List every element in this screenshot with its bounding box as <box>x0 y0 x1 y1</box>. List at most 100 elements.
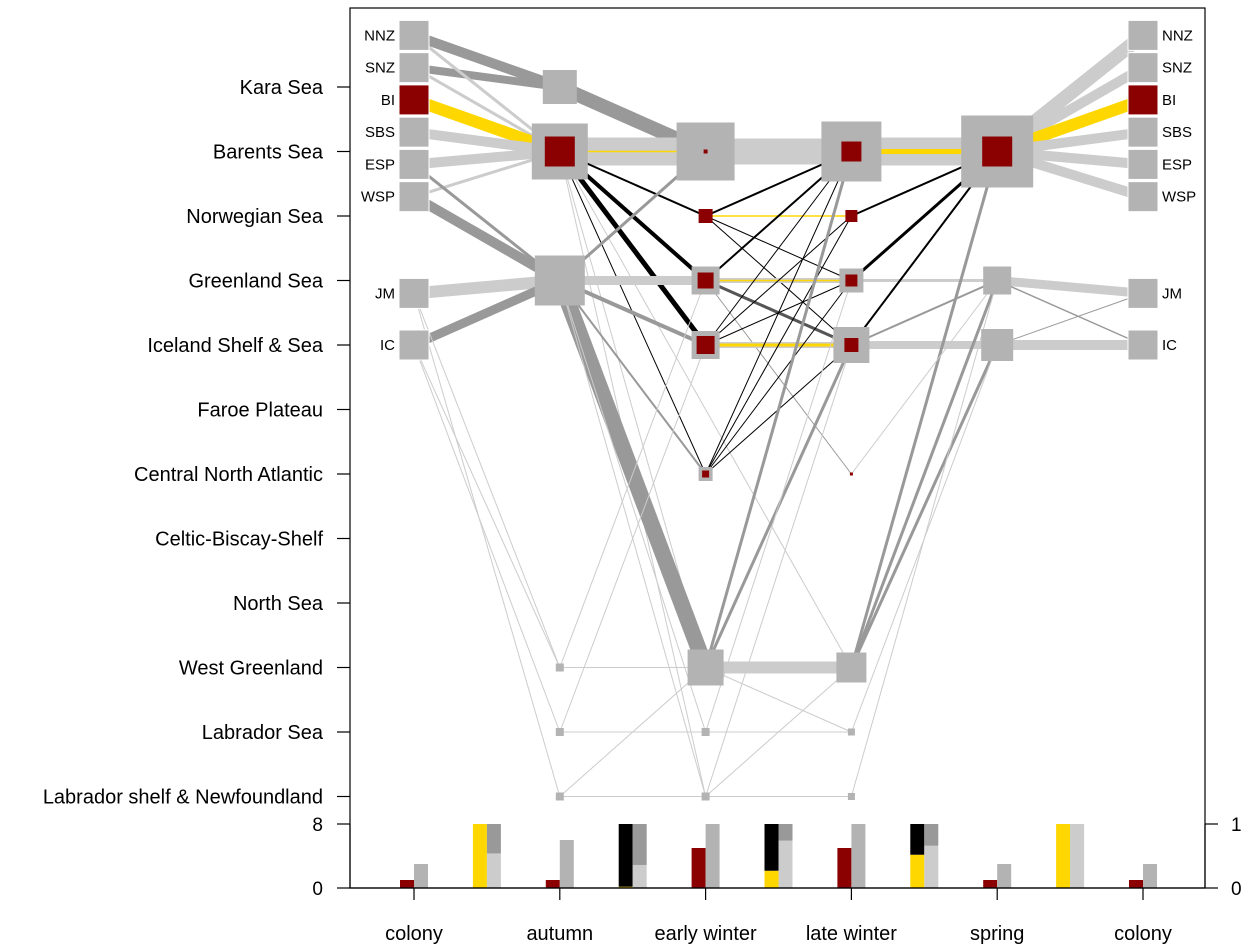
prop-bar-yellow <box>910 854 925 888</box>
bar-tick-label-right: 0 <box>1231 879 1242 900</box>
prop-bar-light <box>778 840 793 888</box>
node <box>534 255 585 306</box>
colony-marker <box>1127 19 1159 51</box>
node <box>847 793 855 800</box>
node-highlight <box>697 272 714 289</box>
colony-marker <box>1127 277 1159 309</box>
node <box>555 663 564 672</box>
count-bar-highlight <box>400 880 414 888</box>
colony-label: BI <box>381 92 395 109</box>
prop-bar-black <box>618 824 633 887</box>
flow-link <box>849 151 999 668</box>
colony-label: SNZ <box>365 60 395 77</box>
region-label: Labrador shelf & Newfoundland <box>43 787 323 809</box>
count-bar-highlight <box>1129 880 1143 888</box>
prop-bar-light <box>924 845 939 888</box>
node <box>555 728 564 736</box>
region-label: Faroe Plateau <box>197 400 323 422</box>
region-label: West Greenland <box>179 658 323 680</box>
colony-label: SBS <box>1162 124 1192 141</box>
count-bar-highlight <box>545 880 560 888</box>
flow-link <box>704 151 853 668</box>
prop-bar-dark <box>778 824 793 841</box>
count-bar-total <box>414 864 428 888</box>
flow-nodes <box>531 70 1034 801</box>
flow-link <box>705 280 852 733</box>
count-bar-total <box>997 864 1012 888</box>
flow-link <box>559 280 707 668</box>
colony-label: WSP <box>1162 189 1196 206</box>
colony-label: WSP <box>361 189 395 206</box>
season-label: late winter <box>806 923 897 945</box>
colony-label: BI <box>1162 92 1176 109</box>
colony-marker <box>398 84 430 116</box>
region-label: Barents Sea <box>213 142 324 164</box>
colony-label: NNZ <box>364 27 395 44</box>
node-highlight <box>544 136 575 167</box>
flow-link <box>413 344 561 733</box>
prop-bar-yellow <box>618 886 633 888</box>
prop-bar-yellow <box>472 824 487 888</box>
colony-label: ESP <box>1162 156 1192 173</box>
flow-link <box>705 667 852 797</box>
count-bar-total <box>851 824 866 888</box>
colony-label: JM <box>1162 285 1182 302</box>
colony-label: ESP <box>365 156 395 173</box>
prop-bar-black <box>910 824 925 855</box>
flow-link <box>705 151 852 346</box>
flow-link <box>413 293 561 797</box>
region-label: Norwegian Sea <box>186 206 324 228</box>
prop-bar-dark <box>486 824 501 854</box>
colony-marker <box>398 116 430 148</box>
node <box>701 728 710 736</box>
flow-link <box>849 279 999 669</box>
colony-markers: NNZ SNZ BI SBS ESP WSP JM IC NNZ SNZ BI SBS ESP WSP JM… <box>361 19 1196 361</box>
count-bar-total <box>559 840 574 888</box>
region-label: Labrador Sea <box>202 722 324 744</box>
prop-bar-black <box>764 824 779 871</box>
flow-link <box>705 151 852 475</box>
flow-link <box>996 276 1144 298</box>
axes: Kara Sea Barents Sea Norwegian Sea Greenlan… <box>43 7 1242 945</box>
region-label: North Sea <box>233 593 324 615</box>
flow-link <box>413 63 561 91</box>
colony-marker <box>398 329 430 361</box>
count-bar-total <box>705 824 720 888</box>
node <box>555 792 564 801</box>
colony-marker <box>398 148 430 180</box>
node-highlight <box>845 274 858 287</box>
flow-link <box>705 667 852 733</box>
colony-label: JM <box>375 285 395 302</box>
colony-marker <box>1127 329 1159 361</box>
prop-bar-dark <box>924 824 939 846</box>
node-highlight <box>841 141 862 162</box>
flow-link <box>559 667 706 797</box>
flow-link <box>559 279 707 475</box>
flow-link <box>705 215 852 475</box>
node-highlight <box>698 209 713 223</box>
colony-marker <box>1127 148 1159 180</box>
region-label: Celtic-Biscay-Shelf <box>155 529 323 551</box>
node-highlight <box>844 338 859 352</box>
node <box>847 728 855 736</box>
flow-link <box>850 280 998 797</box>
flow-link <box>559 280 707 733</box>
count-bar-highlight <box>837 848 852 888</box>
flow-link <box>413 293 561 668</box>
region-label: Central North Atlantic <box>134 464 323 486</box>
prop-bar-light <box>632 864 647 888</box>
colony-marker <box>398 52 430 84</box>
bar-tick-label-right: 1 <box>1231 815 1242 836</box>
flow-link <box>851 280 998 475</box>
flow-links <box>411 29 1148 797</box>
colony-marker <box>1127 181 1159 213</box>
node <box>836 652 867 683</box>
prop-bar-dark <box>632 824 647 865</box>
flow-link <box>850 344 999 669</box>
prop-bar-yellow <box>764 870 779 888</box>
node-highlight <box>696 336 715 354</box>
flow-link <box>705 344 852 797</box>
colony-marker <box>1127 52 1159 84</box>
prop-bar-light <box>486 853 501 888</box>
